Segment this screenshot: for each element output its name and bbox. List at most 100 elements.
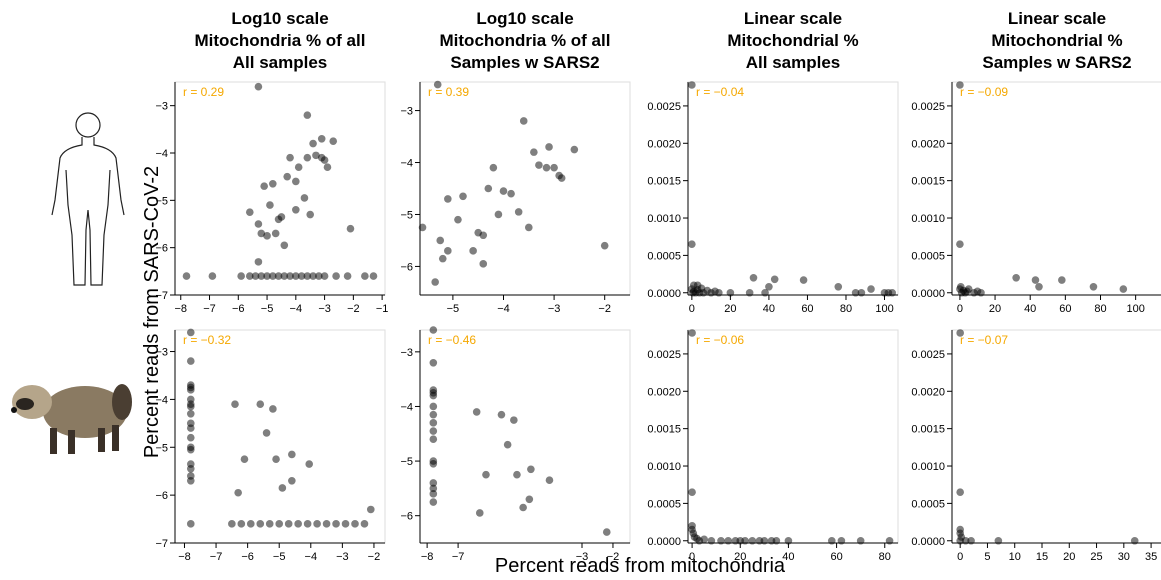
- x-tick-label: −4: [290, 303, 303, 315]
- point: [186, 445, 195, 454]
- point: [688, 81, 696, 89]
- point: [254, 82, 263, 91]
- point: [429, 326, 438, 334]
- point: [765, 282, 773, 291]
- y-tick-label: −5: [400, 456, 413, 468]
- y-tick-label: 0.0025: [911, 101, 945, 113]
- point: [303, 153, 312, 162]
- x-tick-label: 10: [1009, 551, 1021, 563]
- x-tick-label: 20: [1063, 551, 1075, 563]
- point: [770, 275, 779, 284]
- panel-title: Mitochondrial %: [727, 31, 858, 50]
- point: [1012, 274, 1020, 282]
- point: [724, 536, 733, 545]
- y-tick-label: −5: [400, 209, 413, 221]
- y-tick-label: 0.0020: [647, 138, 681, 150]
- point: [257, 272, 266, 280]
- point: [963, 287, 971, 296]
- point: [726, 288, 735, 297]
- point: [956, 536, 964, 545]
- plot-frame: [951, 81, 1161, 296]
- point: [799, 276, 808, 284]
- point: [484, 184, 493, 193]
- panel-title: Mitochondria % of all: [440, 31, 611, 50]
- point: [228, 520, 236, 528]
- point: [429, 358, 438, 367]
- point: [885, 536, 894, 545]
- point: [717, 536, 725, 545]
- y-tick-label: 0.0015: [911, 424, 945, 436]
- point: [479, 260, 488, 268]
- point: [263, 272, 271, 280]
- point: [366, 505, 375, 514]
- point: [856, 536, 865, 545]
- point: [433, 80, 442, 89]
- point: [346, 224, 355, 233]
- y-tick-label: 0.0005: [647, 250, 681, 262]
- point: [269, 272, 277, 280]
- y-tick-label: 0.0010: [911, 213, 945, 225]
- x-tick-label: 0: [957, 551, 963, 563]
- panel: −3 −4 −5 −6 −7 −8 −7 −6 −5 −4 −3 −2 r = −0.32: [155, 328, 386, 563]
- point: [550, 163, 558, 172]
- point: [297, 272, 306, 280]
- point: [341, 520, 350, 528]
- x-tick-label: 20: [734, 551, 746, 563]
- point: [837, 536, 846, 545]
- x-tick-label: −5: [273, 551, 286, 563]
- panel: 0.0000 0.0005 0.0010 0.0015 0.0020 0.0025 0 5 10…: [911, 329, 1161, 563]
- y-tick-label: −3: [400, 347, 413, 359]
- y-axis-label: Percent reads from SARS-CoV-2: [141, 166, 163, 458]
- x-tick-label: 100: [1126, 303, 1144, 315]
- point: [263, 232, 271, 240]
- point: [436, 236, 445, 245]
- x-tick-label: 40: [1024, 303, 1036, 315]
- point: [715, 288, 723, 297]
- point: [700, 535, 708, 544]
- point: [542, 163, 551, 172]
- y-tick-label: 0.0015: [911, 176, 945, 188]
- point: [313, 520, 321, 528]
- point: [1130, 536, 1139, 545]
- point: [182, 272, 191, 280]
- point: [231, 400, 239, 408]
- point: [689, 281, 698, 290]
- point: [369, 272, 378, 280]
- panel: Log10 scale Mitochondria % of all All samp…: [155, 9, 388, 315]
- point: [303, 111, 312, 119]
- y-tick-label: −4: [155, 148, 168, 160]
- x-tick-label: −8: [174, 303, 187, 315]
- annotation: r = −0.07: [960, 333, 1008, 347]
- point: [834, 282, 843, 291]
- point: [361, 272, 369, 280]
- point: [312, 151, 320, 160]
- point: [761, 288, 769, 297]
- point: [513, 470, 521, 479]
- point: [1119, 285, 1128, 293]
- x-tick-label: 0: [957, 303, 963, 315]
- point: [482, 470, 490, 479]
- y-tick-label: 0.0000: [911, 536, 945, 548]
- point: [429, 435, 438, 444]
- x-tick-label: −7: [452, 551, 465, 563]
- point: [514, 208, 523, 216]
- y-tick-label: −4: [400, 401, 413, 413]
- y-tick-label: −7: [155, 538, 168, 550]
- point: [186, 476, 195, 485]
- plot-frame: [174, 329, 386, 544]
- point: [530, 148, 538, 156]
- point: [956, 282, 965, 291]
- point: [519, 117, 528, 125]
- x-tick-label: −2: [347, 303, 360, 315]
- point: [741, 536, 749, 545]
- y-tick-label: −3: [155, 101, 168, 113]
- raccoon-dog-icon: [11, 384, 132, 454]
- point: [499, 187, 508, 195]
- annotation: r = 0.39: [428, 85, 469, 99]
- annotation: r = −0.32: [183, 333, 231, 347]
- point: [306, 210, 315, 219]
- y-tick-label: −4: [155, 394, 168, 406]
- y-tick-label: −3: [155, 347, 168, 359]
- point: [688, 329, 696, 337]
